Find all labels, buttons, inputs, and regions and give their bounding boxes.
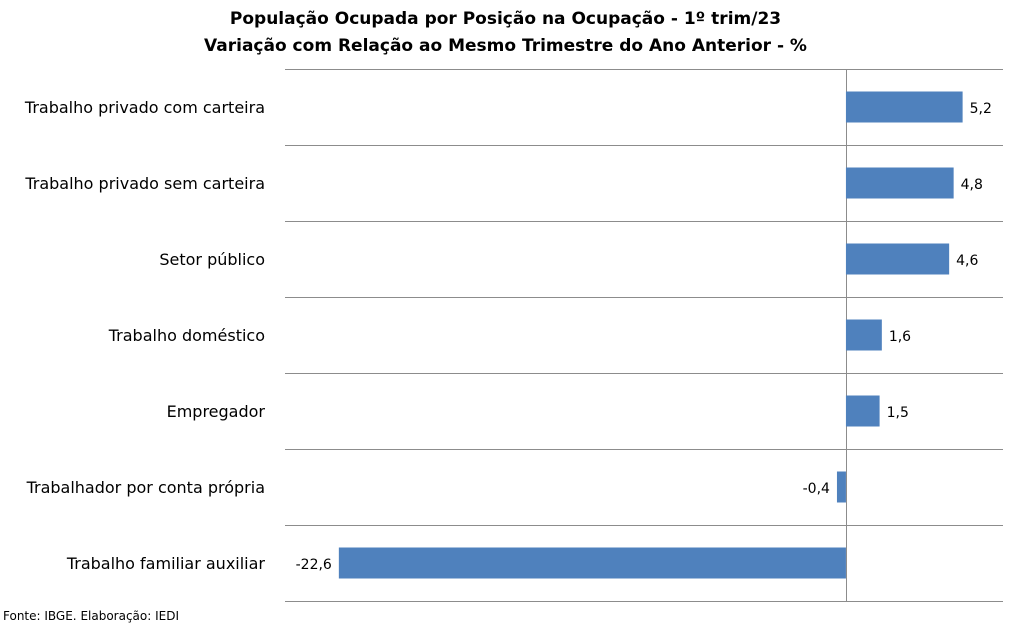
- category-label: Trabalhador por conta própria: [26, 478, 265, 497]
- bar: [836, 471, 846, 503]
- data-label: 1,6: [889, 329, 911, 345]
- bar: [845, 91, 963, 123]
- bar: [845, 395, 880, 427]
- category-label: Trabalho privado com carteira: [24, 98, 265, 117]
- data-label: 5,2: [970, 101, 992, 117]
- bar: [845, 243, 950, 275]
- chart-titles: População Ocupada por Posição na Ocupaçã…: [0, 6, 1011, 60]
- chart-subtitle: Variação com Relação ao Mesmo Trimestre …: [204, 36, 807, 56]
- data-label: 1,5: [887, 405, 909, 421]
- data-label: -0,4: [803, 481, 830, 497]
- data-label: 4,8: [961, 177, 983, 193]
- bar: [845, 319, 882, 351]
- data-label: -22,6: [296, 557, 332, 573]
- bar: [845, 167, 954, 199]
- chart-title: População Ocupada por Posição na Ocupaçã…: [229, 9, 782, 29]
- bar: [338, 547, 846, 579]
- data-label: 4,6: [956, 253, 978, 269]
- category-label: Empregador: [167, 402, 266, 421]
- category-label: Trabalho doméstico: [108, 326, 265, 345]
- source-note: Fonte: IBGE. Elaboração: IEDI: [3, 609, 180, 623]
- category-label: Trabalho familiar auxiliar: [66, 554, 266, 573]
- category-label: Trabalho privado sem carteira: [24, 174, 265, 193]
- category-label: Setor público: [159, 250, 265, 269]
